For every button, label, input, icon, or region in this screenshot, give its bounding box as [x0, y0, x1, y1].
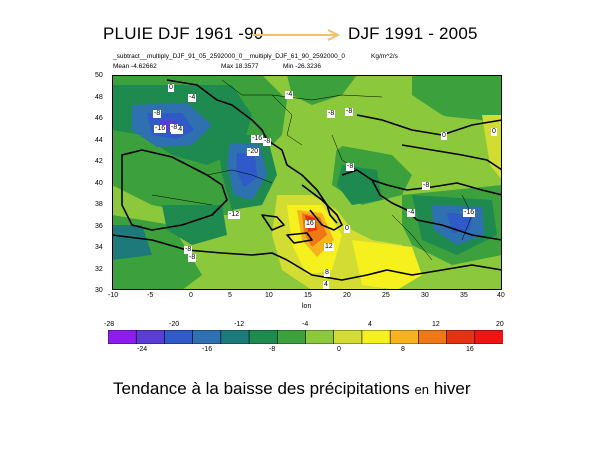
x-tick: 20: [343, 292, 351, 299]
arrow-icon: [252, 29, 341, 41]
colorbar-swatch: [333, 330, 363, 344]
contour-label: -8: [327, 110, 336, 118]
contour-label: -16: [463, 209, 476, 217]
y-tick: 30: [95, 287, 103, 294]
caption-end: hiver: [433, 379, 471, 398]
colorbar-top-label: -4: [302, 321, 309, 328]
colorbar-swatch: [135, 330, 166, 344]
colorbar-top-label: 20: [496, 321, 504, 328]
x-tick: 35: [460, 292, 468, 299]
field-name: _subtract__multiply_DJF_91_05_2592000_0_…: [113, 53, 346, 60]
y-tick: 36: [95, 223, 103, 230]
y-tick: 38: [95, 201, 103, 208]
contour-label: -8: [263, 138, 272, 146]
colorbar-swatch: [305, 330, 335, 344]
colorbar-swatch: [164, 330, 194, 344]
contour-label: 4: [323, 281, 329, 289]
contour-label: -4: [188, 94, 197, 102]
colorbar-top-label: -28: [104, 321, 115, 328]
left-title: PLUIE DJF 1961 -90: [103, 24, 264, 43]
contour-label: -8: [170, 124, 179, 132]
contour-label: -16: [154, 125, 167, 133]
y-tick: 48: [95, 94, 103, 101]
colorbar-swatch: [361, 330, 391, 344]
colorbar-swatch: [248, 330, 278, 344]
colorbar-swatch: [276, 330, 307, 344]
colorbar-swatch: [220, 330, 250, 344]
contour-label: -20: [247, 148, 260, 156]
y-tick: 50: [95, 72, 103, 79]
colorbar-swatch: [474, 330, 503, 344]
colorbar-swatch: [192, 330, 222, 344]
colorbar-bottom-label: -8: [269, 346, 276, 353]
contour-label: -8: [153, 110, 162, 118]
precipitation-anomaly-map: [112, 75, 502, 290]
colorbar-bottom-label: -24: [137, 346, 148, 353]
y-tick: 44: [95, 137, 103, 144]
colorbar-top-label: 12: [432, 321, 440, 328]
contour-label: -8: [345, 108, 354, 116]
colorbar-swatch: [446, 330, 476, 344]
contour-label: -12: [228, 211, 241, 219]
right-title: DJF 1991 - 2005: [348, 24, 478, 43]
min-value: Min -26.3236: [283, 63, 321, 70]
x-tick: 10: [265, 292, 273, 299]
colorbar-swatch: [389, 330, 419, 344]
units-label: Kg/m^2/s: [371, 53, 398, 60]
colorbar-bottom-label: -16: [202, 346, 213, 353]
x-tick: 0: [189, 292, 193, 299]
contour-label: -4: [285, 91, 294, 99]
colorbar-swatch: [108, 330, 137, 344]
caption-main: Tendance à la baisse des précipitations: [113, 379, 410, 398]
colorbar-top-label: -12: [234, 321, 245, 328]
contour-label: 16: [305, 220, 315, 228]
y-tick: 46: [95, 115, 103, 122]
contour-label: -8: [188, 254, 197, 262]
colorbar-bottom-label: 0: [337, 346, 341, 353]
contour-label: -8: [184, 246, 193, 254]
x-tick: 15: [304, 292, 312, 299]
x-tick: 25: [382, 292, 390, 299]
contour-label: -4: [407, 209, 416, 217]
colorbar-top-label: 4: [368, 321, 372, 328]
y-tick: 32: [95, 266, 103, 273]
contour-label: 8: [324, 269, 330, 277]
x-tick: -10: [108, 292, 119, 299]
contour-label: -8: [422, 182, 431, 190]
contour-label: 0: [344, 225, 350, 233]
y-tick: 34: [95, 244, 103, 251]
contour-label: 12: [324, 243, 334, 251]
caption: Tendance à la baisse des précipitations …: [113, 379, 471, 399]
colorbar-swatch: [418, 330, 448, 344]
contour-label: -16: [251, 135, 264, 143]
contour-label: 0: [441, 132, 447, 140]
x-axis-label: lon: [302, 303, 312, 310]
x-tick: 30: [421, 292, 429, 299]
mean-value: Mean -4.62662: [113, 63, 157, 70]
caption-small: en: [414, 382, 429, 397]
y-tick: 40: [95, 180, 103, 187]
colorbar-bottom-label: 16: [466, 346, 474, 353]
colorbar-bottom-label: 8: [401, 346, 405, 353]
contour-label: 0: [168, 84, 174, 92]
x-tick: -5: [147, 292, 154, 299]
contour-label: -8: [346, 163, 355, 171]
x-tick: 40: [497, 292, 505, 299]
colorbar: [108, 330, 503, 344]
contour-label: 0: [491, 128, 497, 136]
x-tick: 5: [228, 292, 232, 299]
colorbar-top-label: -20: [169, 321, 180, 328]
y-tick: 42: [95, 158, 103, 165]
max-value: Max 18.3577: [221, 63, 259, 70]
